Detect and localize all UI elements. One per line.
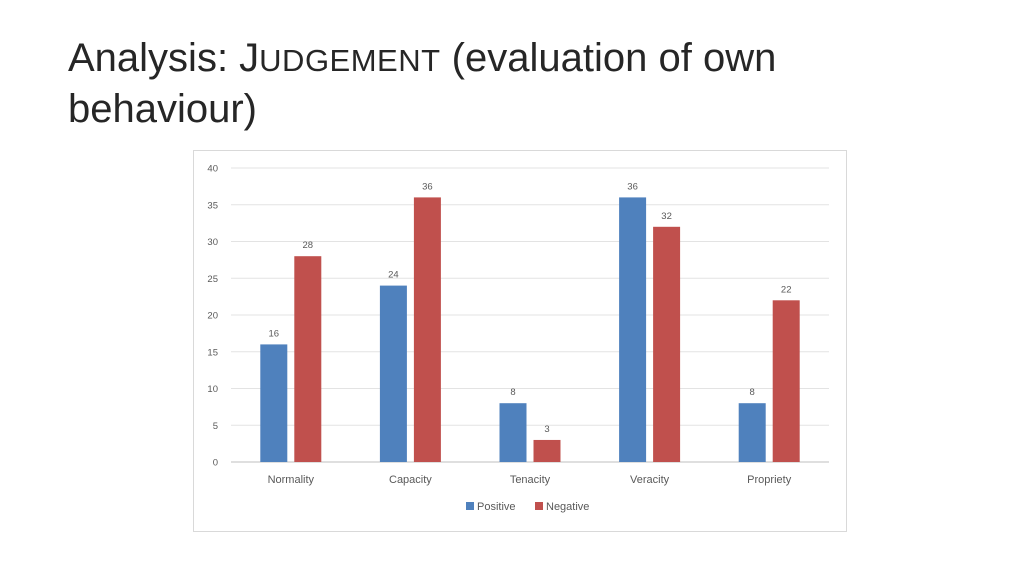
x-tick-label: Tenacity	[510, 474, 551, 486]
bar-positive-tenacity	[499, 403, 527, 462]
bar-positive-normality	[260, 344, 288, 462]
bar-negative-tenacity	[533, 439, 561, 462]
x-axis-ticks: Normality Capacity Tenacity Veracity Proprie…	[268, 474, 792, 486]
y-tick-label: 40	[207, 164, 218, 175]
x-tick-label: Veracity	[630, 474, 670, 486]
x-tick-label: Capacity	[389, 474, 432, 486]
bar-positive-capacity	[379, 285, 407, 462]
data-label: 3	[544, 424, 549, 435]
gridlines	[231, 167, 829, 463]
data-label: 32	[661, 211, 672, 222]
y-tick-label: 25	[207, 274, 218, 285]
title-suffix-line2: behaviour)	[68, 87, 258, 131]
data-labels: 16 28 24 36 8 3 36 32 8 22	[269, 181, 792, 435]
y-tick-label: 30	[207, 237, 218, 248]
legend-swatch-negative	[535, 502, 543, 510]
title-suffix-line1: (evaluation of own	[440, 36, 777, 80]
chart-frame: 0 5 10 15 20 25 30 35 40 16 28 24 36 8 3 36 32 8 22 Norma…	[193, 150, 847, 532]
title-keyword-first: J	[239, 36, 260, 80]
data-label: 24	[388, 270, 399, 281]
bar-negative-veracity	[653, 226, 681, 462]
y-tick-label: 35	[207, 200, 218, 211]
bar-positive-propriety	[738, 403, 766, 462]
y-tick-label: 10	[207, 384, 218, 395]
y-tick-label: 0	[213, 458, 218, 469]
title-prefix: Analysis:	[68, 36, 240, 80]
title-keyword-rest: UDGEMENT	[259, 43, 441, 78]
data-label: 16	[269, 328, 280, 339]
legend-label-positive: Positive	[477, 501, 516, 513]
bar-negative-capacity	[413, 197, 441, 462]
data-label: 28	[303, 240, 314, 251]
data-label: 36	[422, 181, 433, 192]
bar-negative-propriety	[772, 300, 800, 462]
bar-positive-veracity	[619, 197, 647, 462]
y-tick-label: 20	[207, 311, 218, 322]
data-label: 22	[781, 284, 792, 295]
bar-chart: 0 5 10 15 20 25 30 35 40 16 28 24 36 8 3 36 32 8 22 Norma…	[207, 164, 829, 513]
y-tick-label: 5	[213, 421, 218, 432]
bars	[260, 197, 800, 462]
legend-swatch-positive	[466, 502, 474, 510]
x-tick-label: Propriety	[747, 474, 792, 486]
data-label: 36	[627, 181, 638, 192]
y-axis-ticks: 0 5 10 15 20 25 30 35 40	[207, 164, 218, 469]
data-label: 8	[510, 387, 515, 398]
slide-title: Analysis: JUDGEMENT (evaluation of own be…	[68, 34, 968, 134]
bar-negative-normality	[294, 256, 322, 462]
x-tick-label: Normality	[268, 474, 315, 486]
data-label: 8	[750, 387, 755, 398]
legend-label-negative: Negative	[546, 501, 589, 513]
legend: Positive Negative	[466, 501, 589, 513]
y-tick-label: 15	[207, 347, 218, 358]
